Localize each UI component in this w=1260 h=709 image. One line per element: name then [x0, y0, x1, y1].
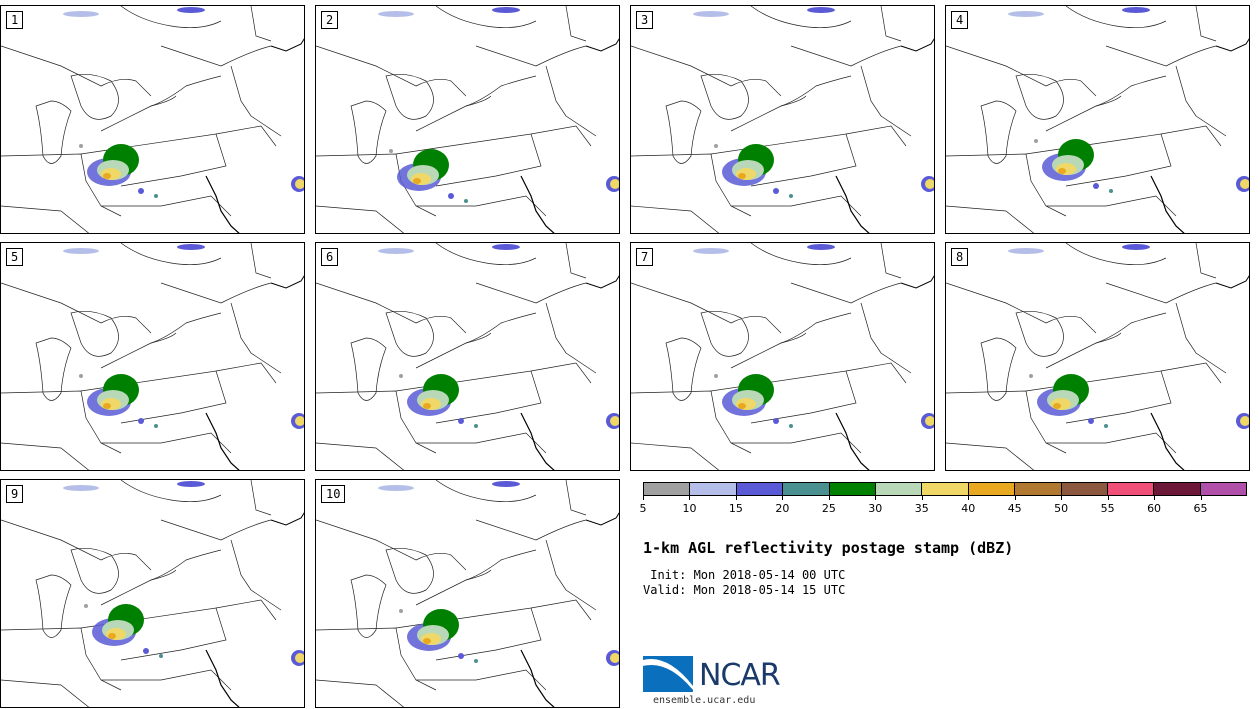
figure-title: 1-km AGL reflectivity postage stamp (dBZ… — [643, 539, 1014, 557]
colorbar-segment — [829, 483, 876, 495]
panel-number: 10 — [321, 485, 346, 503]
map-panel-2: 2 — [315, 5, 620, 234]
panel-number: 7 — [636, 248, 654, 266]
panel-number: 5 — [6, 248, 24, 266]
colorbar-tick-mark — [1200, 496, 1202, 500]
colorbar-tick-label: 60 — [1147, 502, 1162, 515]
colorbar-tick-label: 30 — [868, 502, 883, 515]
panel-number: 3 — [636, 11, 654, 29]
colorbar-tick-label: 5 — [639, 502, 647, 515]
map-panel-10: 10 — [315, 479, 620, 708]
colorbar-tick-label: 65 — [1193, 502, 1208, 515]
colorbar-tick-label: 50 — [1054, 502, 1069, 515]
map-panel-7: 7 — [630, 242, 935, 471]
colorbar-segment — [690, 483, 737, 495]
colorbar-tick-mark — [1014, 496, 1016, 500]
colorbar-segment — [1107, 483, 1155, 495]
colorbar-tick-label: 35 — [914, 502, 929, 515]
colorbar-tick-mark — [921, 496, 923, 500]
ncar-logo: NCAR — [643, 652, 793, 694]
colorbar-segment — [1154, 483, 1201, 495]
colorbar-tick-mark — [828, 496, 830, 500]
map-panel-9: 9 — [0, 479, 305, 708]
colorbar-tick-mark — [968, 496, 970, 500]
colorbar-segment — [875, 483, 923, 495]
map-panel-5: 5 — [0, 242, 305, 471]
valid-time: Valid: Mon 2018-05-14 15 UTC — [643, 583, 846, 597]
map-1 — [1, 6, 304, 233]
map-7 — [631, 243, 934, 470]
map-8 — [946, 243, 1249, 470]
colorbar-tick-mark — [689, 496, 691, 500]
ncar-logo-text: NCAR — [699, 658, 781, 693]
map-panel-8: 8 — [945, 242, 1250, 471]
colorbar-tick-mark — [875, 496, 877, 500]
colorbar-ticks: 5 10 15 20 25 30 35 40 45 50 55 60 65 — [639, 496, 1247, 516]
colorbar-segment — [644, 483, 691, 495]
colorbar — [643, 482, 1247, 496]
colorbar-tick-mark — [782, 496, 784, 500]
colorbar-tick-mark — [1061, 496, 1063, 500]
panel-number: 2 — [321, 11, 339, 29]
colorbar-segment — [922, 483, 969, 495]
map-10 — [316, 480, 619, 707]
panel-number: 4 — [951, 11, 969, 29]
map-2 — [316, 6, 619, 233]
colorbar-tick-label: 45 — [1007, 502, 1022, 515]
panel-number: 6 — [321, 248, 339, 266]
map-4 — [946, 6, 1249, 233]
init-time: Init: Mon 2018-05-14 00 UTC — [643, 568, 846, 582]
colorbar-tick-label: 20 — [775, 502, 790, 515]
ncar-logo-icon — [643, 656, 693, 692]
colorbar-tick-mark — [735, 496, 737, 500]
colorbar-tick-mark — [1107, 496, 1109, 500]
colorbar-tick-label: 25 — [821, 502, 836, 515]
panel-number: 9 — [6, 485, 24, 503]
colorbar-segment — [968, 483, 1016, 495]
colorbar-segment — [783, 483, 830, 495]
map-3 — [631, 6, 934, 233]
panel-number: 8 — [951, 248, 969, 266]
map-6 — [316, 243, 619, 470]
map-5 — [1, 243, 304, 470]
colorbar-segment — [736, 483, 784, 495]
colorbar-tick-label: 40 — [961, 502, 976, 515]
map-9 — [1, 480, 304, 707]
colorbar-tick-label: 55 — [1100, 502, 1115, 515]
colorbar-tick-label: 10 — [682, 502, 697, 515]
colorbar-segment — [1015, 483, 1062, 495]
map-panel-4: 4 — [945, 5, 1250, 234]
colorbar-tick-mark — [643, 496, 644, 500]
colorbar-segment — [1061, 483, 1108, 495]
map-panel-3: 3 — [630, 5, 935, 234]
colorbar-tick-mark — [1154, 496, 1156, 500]
map-panel-1: 1 — [0, 5, 305, 234]
website-url: ensemble.ucar.edu — [653, 695, 756, 706]
colorbar-tick-label: 15 — [728, 502, 743, 515]
map-panel-6: 6 — [315, 242, 620, 471]
panel-number: 1 — [6, 11, 24, 29]
colorbar-segment — [1200, 483, 1247, 495]
